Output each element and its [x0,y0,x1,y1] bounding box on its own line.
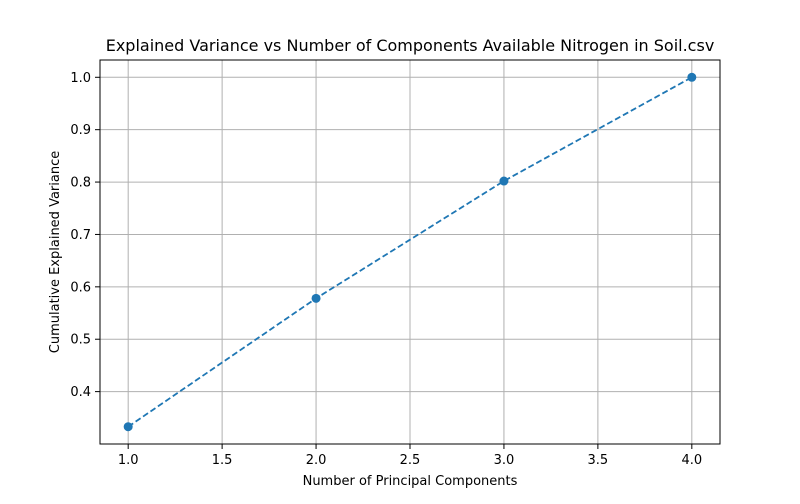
x-tick-label: 3.5 [588,453,609,468]
y-tick-label: 0.5 [70,333,91,348]
x-tick-label: 3.0 [494,453,515,468]
y-axis-label: Cumulative Explained Variance [48,151,63,353]
chart-title: Explained Variance vs Number of Componen… [106,36,715,55]
data-point [499,176,509,186]
y-tick-label: 0.8 [70,176,91,191]
x-tick-label: 1.5 [212,453,233,468]
ticks-layer: 1.0 1.5 2.0 2.5 3.0 3.5 4.0 0.4 0.5 0.6 0.7 0.8 0.9 1… [70,71,702,468]
y-tick-label: 0.4 [70,385,91,400]
x-tick-label: 4.0 [681,453,702,468]
data-point [123,422,133,432]
series-line [127,76,693,428]
x-tick-label: 2.5 [400,453,421,468]
y-tick-label: 0.9 [70,123,91,138]
series-layer [123,72,697,432]
data-point [311,293,321,303]
y-tick-label: 0.7 [70,228,91,243]
x-axis-label: Number of Principal Components [303,474,518,489]
grid-layer [100,60,720,444]
x-tick-label: 1.0 [118,453,139,468]
data-point [687,72,697,82]
y-tick-label: 0.6 [70,280,91,295]
x-tick-label: 2.0 [306,453,327,468]
y-tick-label: 1.0 [70,71,91,86]
